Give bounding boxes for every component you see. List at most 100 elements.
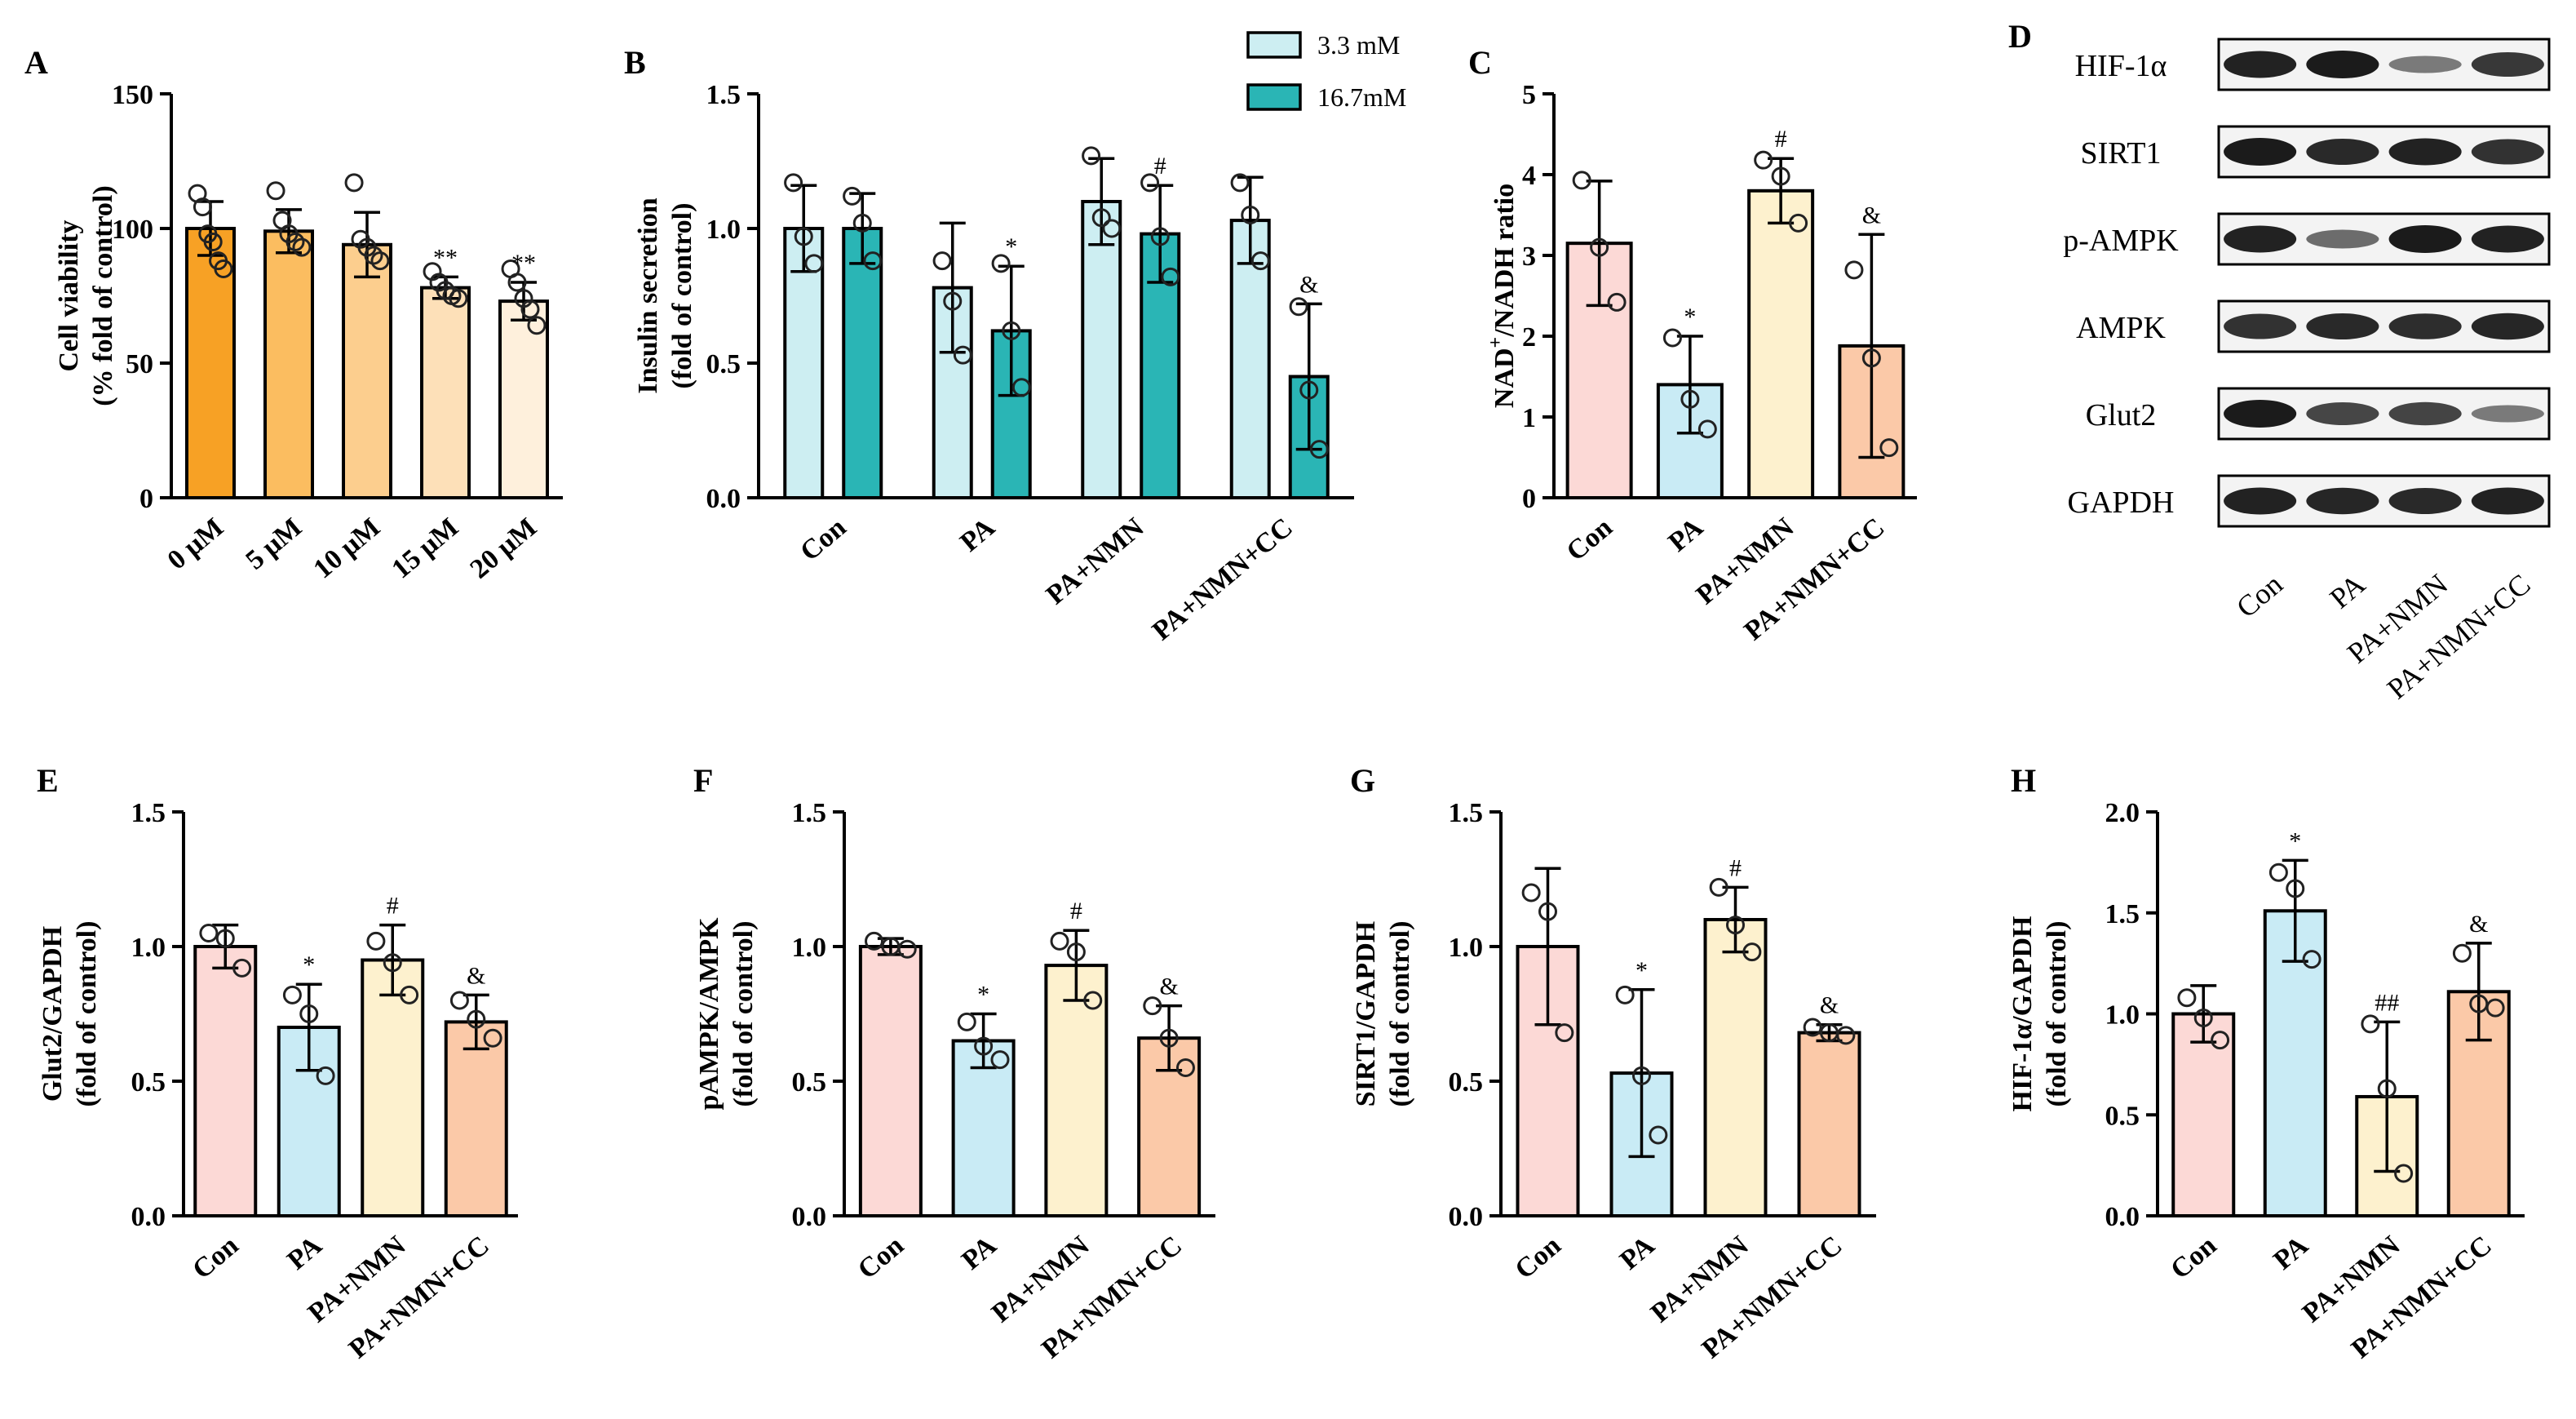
y-axis-title-line: (% fold of control) [88, 185, 118, 406]
data-point [203, 233, 223, 251]
data-point [1299, 380, 1319, 400]
y-axis-title-line: HIF-1α/GAPDH [2007, 916, 2038, 1112]
data-point [863, 251, 883, 271]
blot-band [2306, 313, 2379, 339]
bar [783, 227, 825, 499]
data-point [990, 1050, 1010, 1070]
bar [951, 1039, 1016, 1217]
y-tick-label: 1.5 [2105, 899, 2140, 929]
y-axis-title-line: Cell viability [54, 220, 84, 371]
blot-lane-label: PA [2324, 567, 2371, 614]
y-tick-label: 1.0 [706, 215, 741, 245]
blot-protein-label: AMPK [2076, 311, 2166, 345]
x-category-label: PA+NMN [1041, 512, 1150, 611]
blot-band [2224, 51, 2297, 78]
data-point [1697, 419, 1717, 439]
y-axis-title: NAD+/NADH ratio [1485, 184, 1520, 408]
significance-mark: ** [433, 244, 458, 271]
data-point [943, 291, 963, 311]
y-tick-label: 0.5 [706, 349, 741, 379]
y-axis-title-main: NAD [1489, 348, 1520, 408]
panel-a-chart: A Cell viability (% fold of control) 0 50 100… [24, 44, 563, 584]
data-point [467, 1009, 486, 1029]
significance-mark: # [387, 893, 399, 920]
x-category-label: PA+NMN+CC [343, 1231, 495, 1365]
data-point [897, 939, 917, 959]
data-point [957, 1012, 976, 1031]
data-point [2485, 998, 2505, 1018]
significance-mark: * [1635, 957, 1648, 984]
bar [1747, 188, 1815, 500]
panel-letter: D [2008, 18, 2032, 55]
data-point [1662, 328, 1682, 348]
data-point [794, 227, 813, 246]
data-point [1230, 173, 1250, 193]
data-point [1803, 1018, 1822, 1037]
data-point [1309, 440, 1329, 459]
data-point [370, 251, 390, 271]
y-tick-label: 0.5 [2105, 1101, 2140, 1131]
significance-mark: # [1729, 854, 1742, 881]
y-tick-label: 100 [112, 215, 153, 245]
data-point [1649, 1125, 1668, 1145]
y-tick-label: 1 [1522, 403, 1536, 433]
blot-band [2306, 402, 2379, 425]
y-tick-label: 1.0 [792, 933, 827, 963]
x-category-label: Con [1561, 512, 1618, 567]
data-point [974, 1036, 994, 1056]
y-tick-label: 0.0 [706, 484, 741, 514]
data-point [299, 1004, 319, 1023]
y-axis-title-sup: + [1485, 337, 1507, 348]
data-point [383, 953, 402, 973]
data-point [1241, 206, 1260, 224]
data-point [1066, 942, 1086, 962]
data-point [193, 197, 212, 217]
x-category-label: PA [1614, 1231, 1661, 1276]
data-point [1844, 260, 1864, 280]
data-point [507, 273, 527, 292]
y-tick-label: 0.5 [792, 1067, 827, 1098]
significance-mark: & [1820, 992, 1839, 1019]
blot-band [2224, 400, 2297, 428]
data-point [2268, 862, 2288, 882]
blot-band [2224, 225, 2297, 253]
data-point [282, 985, 302, 1004]
data-point [344, 173, 364, 193]
y-axis-title-line: (fold of control) [728, 921, 759, 1107]
y-axis-title-line: pAMPK/AMPK [694, 917, 724, 1111]
data-point [449, 991, 469, 1010]
y-axis-title-line: (fold of control) [72, 921, 102, 1107]
significance-mark: ## [2375, 989, 2399, 1016]
significance-mark: & [1299, 271, 1318, 298]
y-tick-label: 1.5 [131, 798, 166, 828]
data-point [804, 254, 824, 273]
blot-band [2306, 487, 2379, 515]
x-category-label: 5 μM [240, 512, 308, 576]
y-tick-label: 1.0 [131, 933, 166, 963]
x-category-label: 15 μM [386, 512, 464, 585]
bar [498, 299, 549, 499]
bar [842, 227, 883, 499]
data-point [1726, 916, 1745, 935]
blot-band [2306, 139, 2379, 165]
y-tick-label: 3 [1522, 242, 1536, 272]
data-point [2177, 988, 2197, 1008]
panel-letter: A [24, 44, 48, 81]
bar [342, 242, 392, 499]
y-tick-label: 2.0 [2105, 798, 2140, 828]
panel-h-chart: H HIF-1α/GAPDH (fold of control) 0.0 0.5 1.0 1… [2007, 762, 2525, 1364]
data-point [1572, 171, 1591, 190]
data-point [2452, 943, 2472, 963]
legend-label: 3.3 mM [1317, 30, 1400, 60]
panel-e-chart: E Glut2/GAPDH (fold of control) 0.0 0.5 1.0 1.… [37, 762, 518, 1364]
significance-mark: & [2469, 911, 2488, 938]
blot-band [2224, 487, 2297, 515]
data-point [1150, 227, 1170, 246]
legend-swatch [1246, 31, 1302, 59]
blot-lane-label: Con [2230, 567, 2289, 623]
data-point [1011, 378, 1031, 397]
legend-swatch [1246, 83, 1302, 111]
blot-band [2388, 488, 2462, 514]
